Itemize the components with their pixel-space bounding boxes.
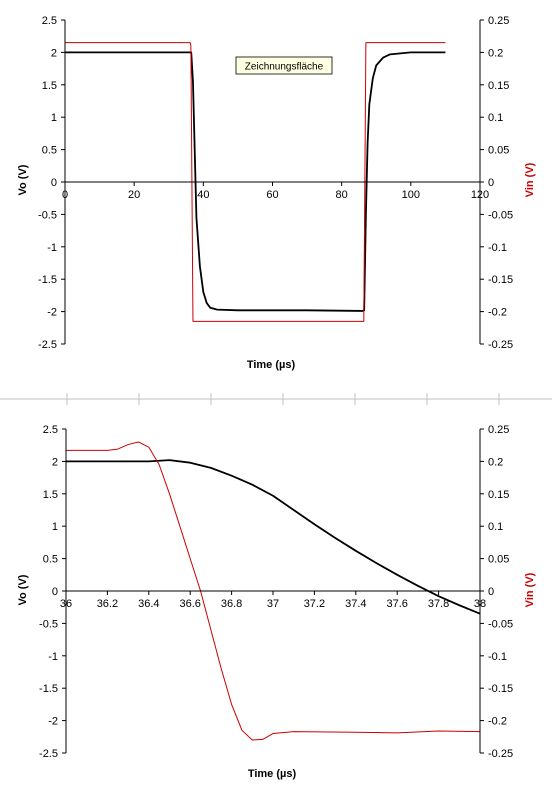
top-y-tick-label: -2.5 — [38, 339, 57, 351]
top-y2-tick-label: 0.05 — [488, 145, 509, 157]
bottom-x-axis-label: Time (µs) — [248, 768, 297, 780]
tooltip: Zeichnungsfläche — [235, 56, 333, 75]
top-y-tick-label: 1.5 — [42, 80, 57, 92]
chart-divider — [0, 393, 552, 405]
bottom-axes-layer: 2.5 2 1.5 1 0.5 0 -0.5 -1 -1.5 -2 -2.5 0.25 0.2 0.15 0… — [39, 424, 513, 760]
top-y-tick-label: -1.5 — [38, 274, 57, 286]
top-axes-layer: 2.5 2 1.5 1 0.5 0 -0.5 -1 -1.5 -2 -2.5 0.25 0.2 0.15 0… — [38, 15, 513, 351]
top-y-tick-label: 2 — [51, 47, 57, 59]
bottom-series-layer — [66, 441, 481, 741]
bottom-y2-tick-label: 0.1 — [488, 521, 503, 533]
top-series-layer — [65, 42, 446, 322]
top-y-tick-label: -0.5 — [38, 209, 57, 221]
top-x-tick-label: 0 — [62, 189, 68, 201]
top-y2-tick-label: -0.25 — [488, 339, 513, 351]
tooltip-text: Zeichnungsfläche — [245, 62, 324, 73]
bottom-x-tick-label: 37.2 — [304, 598, 325, 610]
top-x-tick-label: 120 — [471, 189, 489, 201]
top-y2-tick-label: 0.1 — [488, 112, 503, 124]
bottom-y2-tick-label: 0 — [488, 586, 494, 598]
bottom-y2-tick-label: -0.15 — [488, 683, 513, 695]
bottom-x-tick-label: 37.8 — [428, 598, 449, 610]
bottom-x-tick-label: 36.8 — [221, 598, 242, 610]
bottom-y-tick-label: 2.5 — [43, 424, 58, 436]
bottom-y2-tick-label: -0.2 — [488, 716, 507, 728]
bottom-x-tick-label: 37.6 — [386, 598, 407, 610]
top-x-tick-label: 100 — [402, 189, 420, 201]
bottom-series-line-vin — [66, 441, 481, 741]
bottom-left-axis-label: Vo (V) — [17, 574, 29, 605]
bottom-right-axis-label: Vin (V) — [524, 572, 536, 607]
top-y-tick-label: 0.5 — [42, 145, 57, 157]
bottom-y-tick-label: 0.5 — [43, 554, 58, 566]
bottom-y-tick-label: 0 — [52, 586, 58, 598]
top-y-tick-label: 0 — [51, 177, 57, 189]
top-y2-tick-label: -0.1 — [488, 242, 507, 254]
top-y-tick-label: 2.5 — [42, 15, 57, 27]
bottom-y2-tick-label: 0.15 — [488, 489, 509, 501]
top-x-tick-label: 40 — [197, 189, 209, 201]
top-y2-tick-label: -0.2 — [488, 307, 507, 319]
bottom-x-tick-label: 36.2 — [97, 598, 118, 610]
chart-bottom: 2.5 2 1.5 1 0.5 0 -0.5 -1 -1.5 -2 -2.5 0.25 0.2 0.15 0… — [17, 424, 536, 780]
top-y2-tick-label: 0.2 — [488, 47, 503, 59]
bottom-x-tick-label: 37.4 — [345, 598, 366, 610]
top-y2-tick-label: -0.15 — [488, 274, 513, 286]
top-y-tick-label: -1 — [47, 242, 57, 254]
bottom-x-tick-label: 36.4 — [138, 598, 159, 610]
top-y-tick-label: 1 — [51, 112, 57, 124]
top-x-tick-label: 20 — [128, 189, 140, 201]
bottom-y2-tick-label: 0.25 — [488, 424, 509, 436]
bottom-y-tick-label: -2.5 — [39, 748, 58, 760]
bottom-y2-tick-label: -0.25 — [488, 748, 513, 760]
top-y2-tick-label: 0.15 — [488, 80, 509, 92]
bottom-y-tick-label: 1 — [52, 521, 58, 533]
tooltip-box — [235, 56, 333, 75]
top-x-tick-label: 80 — [336, 189, 348, 201]
bottom-y2-tick-label: -0.05 — [488, 618, 513, 630]
bottom-x-tick-label: 37 — [267, 598, 279, 610]
bottom-x-tick-label: 36.6 — [179, 598, 200, 610]
bottom-y-tick-label: -1.5 — [39, 683, 58, 695]
bottom-y-tick-label: -2 — [48, 716, 58, 728]
top-series-line-vo — [65, 51, 446, 312]
top-series-line-vin — [65, 42, 446, 322]
top-right-axis-label: Vin (V) — [524, 162, 536, 197]
bottom-x-tick-label: 38 — [474, 598, 486, 610]
bottom-y2-tick-label: 0.05 — [488, 554, 509, 566]
bottom-x-tick-label: 36 — [60, 598, 72, 610]
top-y2-tick-label: -0.05 — [488, 209, 513, 221]
bottom-series-line-vo — [66, 459, 481, 615]
bottom-y-tick-label: 2 — [52, 456, 58, 468]
bottom-y2-tick-label: 0.2 — [488, 456, 503, 468]
top-x-axis-label: Time (µs) — [247, 359, 296, 371]
chart-top: 2.5 2 1.5 1 0.5 0 -0.5 -1 -1.5 -2 -2.5 0.25 0.2 0.15 0… — [17, 15, 536, 371]
top-left-axis-label: Vo (V) — [17, 164, 29, 195]
top-x-tick-label: 60 — [266, 189, 278, 201]
top-y-tick-label: -2 — [47, 307, 57, 319]
bottom-y-tick-label: 1.5 — [43, 489, 58, 501]
top-y2-tick-label: 0 — [488, 177, 494, 189]
bottom-y-tick-label: -1 — [48, 651, 58, 663]
bottom-y2-tick-label: -0.1 — [488, 651, 507, 663]
bottom-y-tick-label: -0.5 — [39, 618, 58, 630]
top-y2-tick-label: 0.25 — [488, 15, 509, 27]
